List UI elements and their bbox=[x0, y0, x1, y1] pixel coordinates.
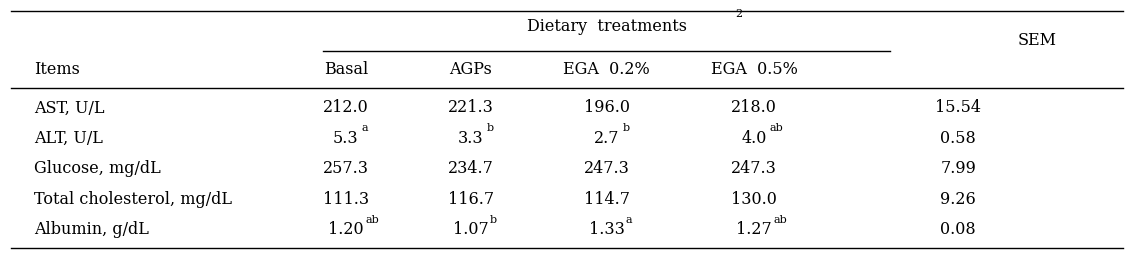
Text: 2.7: 2.7 bbox=[594, 130, 619, 147]
Text: Items: Items bbox=[34, 61, 79, 78]
Text: a: a bbox=[626, 215, 633, 225]
Text: 234.7: 234.7 bbox=[448, 161, 493, 177]
Text: AGPs: AGPs bbox=[449, 61, 492, 78]
Text: 1.07: 1.07 bbox=[452, 221, 489, 238]
Text: 1.27: 1.27 bbox=[736, 221, 772, 238]
Text: 1.33: 1.33 bbox=[589, 221, 625, 238]
Text: b: b bbox=[623, 123, 629, 133]
Text: 111.3: 111.3 bbox=[323, 191, 369, 208]
Text: 15.54: 15.54 bbox=[936, 100, 981, 116]
Text: SEM: SEM bbox=[1018, 32, 1057, 49]
Text: b: b bbox=[486, 123, 493, 133]
Text: 196.0: 196.0 bbox=[584, 100, 629, 116]
Text: ab: ab bbox=[773, 215, 787, 225]
Text: 3.3: 3.3 bbox=[458, 130, 483, 147]
Text: 7.99: 7.99 bbox=[940, 161, 976, 177]
Text: 221.3: 221.3 bbox=[448, 100, 493, 116]
Text: EGA  0.5%: EGA 0.5% bbox=[711, 61, 797, 78]
Text: AST, U/L: AST, U/L bbox=[34, 100, 104, 116]
Text: 0.08: 0.08 bbox=[940, 221, 976, 238]
Text: 9.26: 9.26 bbox=[940, 191, 976, 208]
Text: 218.0: 218.0 bbox=[731, 100, 777, 116]
Text: b: b bbox=[490, 215, 497, 225]
Text: a: a bbox=[362, 123, 369, 133]
Text: 247.3: 247.3 bbox=[731, 161, 777, 177]
Text: 257.3: 257.3 bbox=[323, 161, 369, 177]
Text: Glucose, mg/dL: Glucose, mg/dL bbox=[34, 161, 161, 177]
Text: Basal: Basal bbox=[323, 61, 369, 78]
Text: Total cholesterol, mg/dL: Total cholesterol, mg/dL bbox=[34, 191, 232, 208]
Text: 247.3: 247.3 bbox=[584, 161, 629, 177]
Text: 130.0: 130.0 bbox=[731, 191, 777, 208]
Text: EGA  0.2%: EGA 0.2% bbox=[564, 61, 650, 78]
Text: 2: 2 bbox=[735, 9, 742, 19]
Text: 4.0: 4.0 bbox=[742, 130, 767, 147]
Text: 116.7: 116.7 bbox=[448, 191, 493, 208]
Text: Albumin, g/dL: Albumin, g/dL bbox=[34, 221, 149, 238]
Text: 0.58: 0.58 bbox=[940, 130, 976, 147]
Text: Dietary  treatments: Dietary treatments bbox=[526, 18, 687, 35]
Text: 212.0: 212.0 bbox=[323, 100, 369, 116]
Text: 1.20: 1.20 bbox=[328, 221, 364, 238]
Text: ab: ab bbox=[365, 215, 379, 225]
Text: 114.7: 114.7 bbox=[584, 191, 629, 208]
Text: ALT, U/L: ALT, U/L bbox=[34, 130, 103, 147]
Text: 5.3: 5.3 bbox=[333, 130, 358, 147]
Text: ab: ab bbox=[770, 123, 784, 133]
